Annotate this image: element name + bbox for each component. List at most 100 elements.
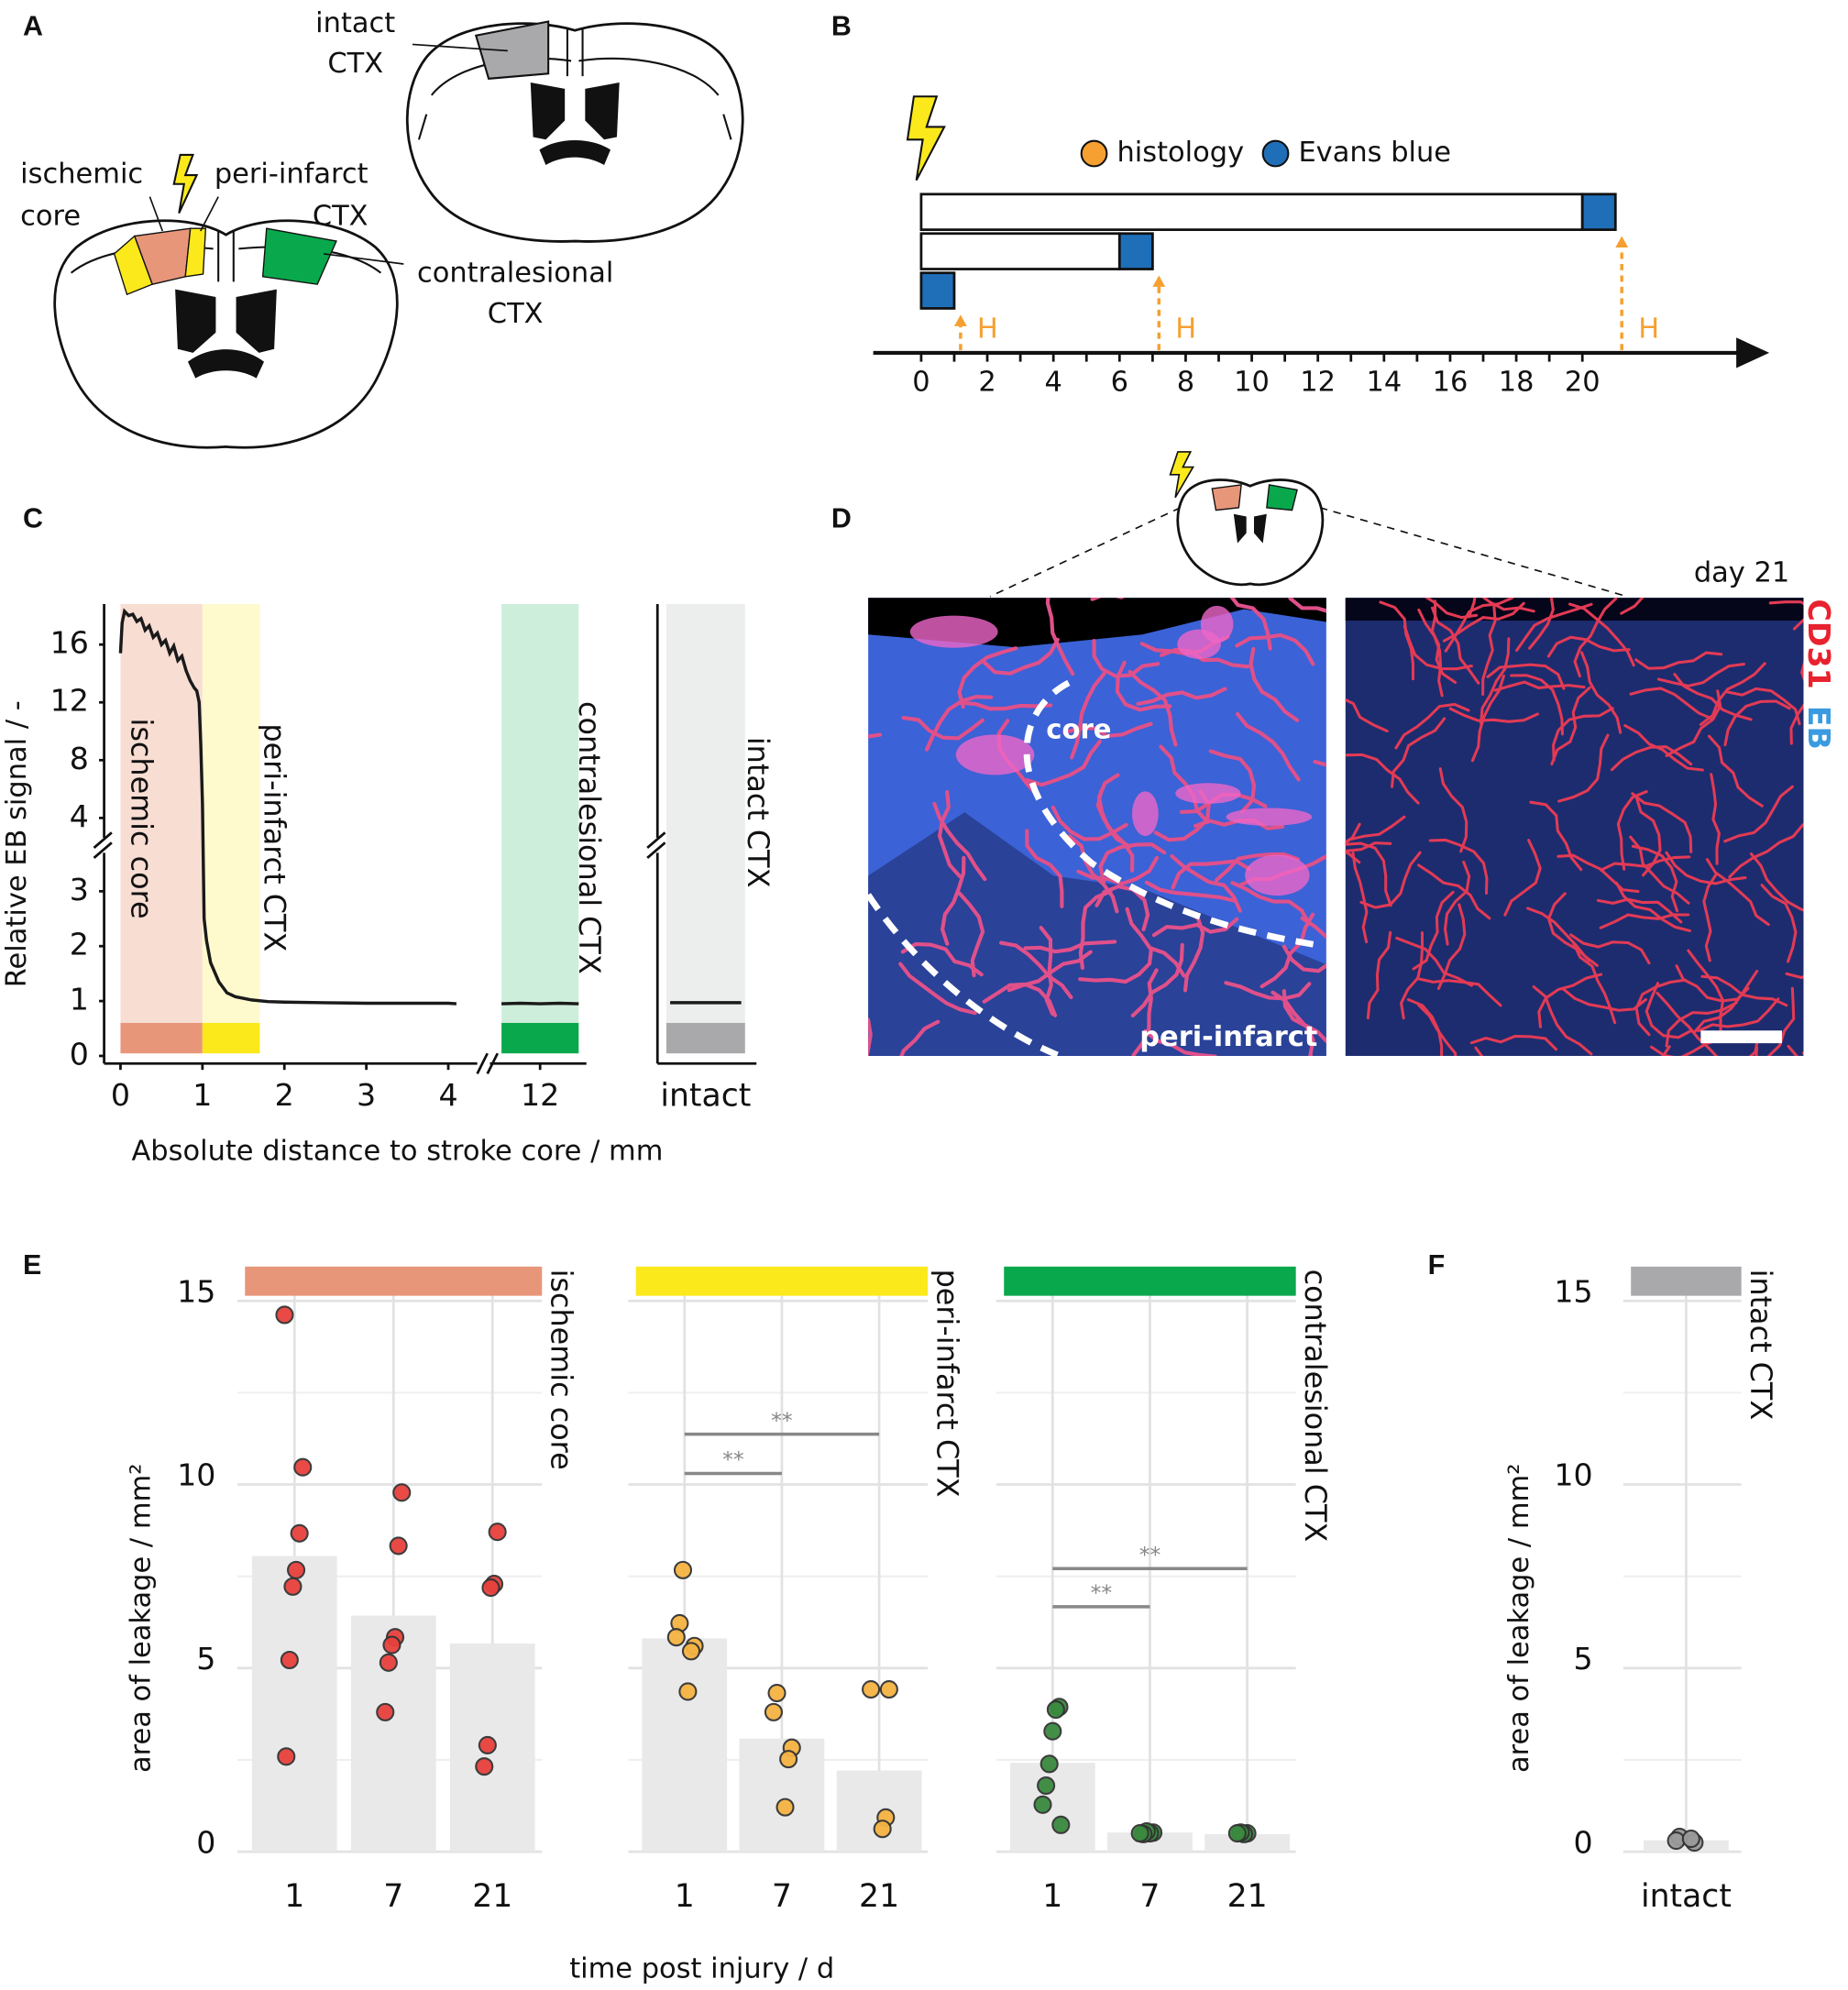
- intact-region: [474, 20, 550, 80]
- vessel: [1136, 687, 1227, 706]
- vessel: [1345, 753, 1420, 805]
- panel-label: B: [831, 11, 852, 42]
- stain-label: CD31: [1801, 599, 1837, 689]
- data-point: [1227, 1824, 1247, 1843]
- data-point: [1043, 1721, 1062, 1741]
- y-tick-label: 15: [1554, 1273, 1592, 1309]
- vessel: [1616, 790, 1648, 871]
- vessel: [1159, 647, 1250, 669]
- vessel: [1697, 997, 1780, 1033]
- vessel: [958, 700, 1053, 711]
- vessel: [1631, 844, 1679, 913]
- x-tick-label: 21: [859, 1878, 899, 1915]
- vessel: [1144, 880, 1238, 903]
- x-tick-label: 7: [772, 1878, 792, 1915]
- data-point: [382, 1635, 402, 1655]
- vessel: [1623, 724, 1704, 772]
- vessel: [1224, 981, 1312, 1001]
- x-tick-label: 3: [357, 1077, 376, 1113]
- significance-label: **: [722, 1446, 744, 1472]
- panel-label: A: [23, 11, 43, 42]
- data-point: [776, 1798, 795, 1817]
- vessel: [1050, 805, 1128, 841]
- vessel: [924, 695, 994, 752]
- vessel: [1481, 598, 1535, 613]
- data-point: [379, 1653, 398, 1672]
- data-point: [1033, 1795, 1052, 1814]
- vessel: [1128, 669, 1178, 747]
- evans-blue-bar: [919, 271, 956, 310]
- vessel: [1412, 890, 1455, 971]
- vessel: [1723, 785, 1794, 843]
- data-point: [481, 1578, 500, 1598]
- y-axis-label: area of leakage / mm²: [1503, 1464, 1535, 1773]
- vessel: [1705, 858, 1770, 927]
- vessel: [998, 940, 1073, 1000]
- data-point: [280, 1650, 299, 1670]
- leak-blob: [909, 615, 998, 648]
- vessel: [1749, 852, 1804, 912]
- panel-label: E: [23, 1249, 41, 1281]
- y-tick-label: 8: [70, 741, 89, 776]
- x-tick-label: 4: [438, 1077, 457, 1113]
- vessel: [1417, 608, 1444, 698]
- vessel: [1481, 604, 1497, 697]
- vessel: [1379, 600, 1414, 681]
- y-tick-label: 0: [196, 1824, 215, 1860]
- data-point: [779, 1750, 798, 1769]
- vessel: [1787, 1044, 1798, 1056]
- data-point: [1046, 1700, 1065, 1720]
- legend-swatch: [1261, 139, 1290, 168]
- x-tick-label: 16: [1433, 367, 1468, 399]
- vessel: [1159, 744, 1210, 824]
- vessel: [1215, 852, 1301, 883]
- y-tick-label: 2: [70, 927, 89, 962]
- x-tick-label: 4: [1044, 367, 1062, 399]
- facet-strip: [1631, 1266, 1742, 1296]
- vessel: [1644, 982, 1694, 1039]
- vessel: [1345, 822, 1361, 845]
- leak-blob: [1226, 808, 1313, 826]
- bar: [1009, 1763, 1095, 1853]
- vessel: [1760, 884, 1798, 963]
- y-tick-label: 16: [50, 625, 89, 661]
- vessel: [1430, 606, 1480, 685]
- vessel: [1025, 829, 1064, 908]
- y-tick-label: 3: [70, 872, 89, 907]
- core-boundary: [1023, 679, 1321, 949]
- y-tick-label: 10: [1554, 1457, 1592, 1493]
- y-tick-label: 4: [70, 798, 89, 834]
- x-tick-label: 21: [1227, 1878, 1268, 1915]
- vessel: [1366, 930, 1392, 1020]
- vessel: [1634, 978, 1688, 1037]
- x-tick-label: 8: [1177, 367, 1194, 399]
- x-tick-label: 1: [192, 1077, 212, 1113]
- data-point: [681, 1642, 701, 1661]
- bar: [642, 1638, 728, 1853]
- data-point: [293, 1457, 313, 1477]
- data-point: [277, 1747, 296, 1766]
- vessel: [1785, 972, 1804, 980]
- vessel: [1469, 1034, 1558, 1051]
- region-label: intact CTX: [741, 737, 776, 888]
- vessel: [1078, 946, 1154, 984]
- vessel: [1702, 873, 1718, 962]
- vessel: [1754, 1046, 1759, 1056]
- ventricles: [175, 289, 277, 379]
- vessel: [1474, 1046, 1484, 1056]
- vessel: [868, 1017, 873, 1056]
- eb-line: [501, 1001, 579, 1006]
- vessel: [1438, 767, 1468, 853]
- vessel: [1656, 991, 1719, 1056]
- vessel: [1170, 853, 1242, 913]
- axis-break: [476, 1052, 500, 1074]
- vessel: [1700, 974, 1788, 1007]
- timeline-arrowhead: [1736, 337, 1770, 368]
- data-point: [1130, 1824, 1150, 1843]
- y-tick-label: 0: [1574, 1824, 1593, 1860]
- vessel: [1550, 686, 1591, 766]
- leak-blob: [955, 734, 1035, 775]
- core-region: [1211, 484, 1242, 511]
- vessel: [1444, 598, 1514, 653]
- axis-break: [646, 831, 666, 860]
